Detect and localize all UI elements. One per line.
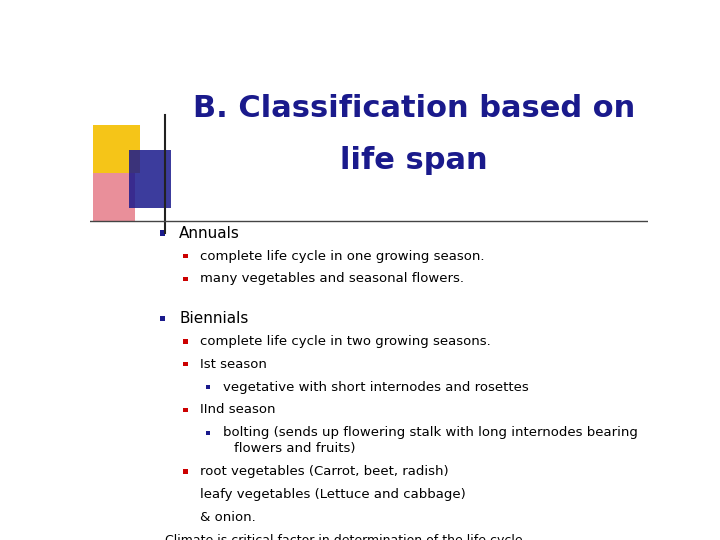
Text: flowers and fruits): flowers and fruits) [234, 442, 356, 455]
FancyBboxPatch shape [183, 362, 188, 367]
FancyBboxPatch shape [183, 339, 188, 343]
Text: & onion.: & onion. [200, 511, 256, 524]
Text: Biennials: Biennials [179, 311, 248, 326]
FancyBboxPatch shape [183, 492, 188, 497]
FancyBboxPatch shape [206, 385, 210, 389]
FancyBboxPatch shape [206, 431, 210, 435]
Text: root vegetables (Carrot, beet, radish): root vegetables (Carrot, beet, radish) [200, 465, 449, 478]
FancyBboxPatch shape [183, 254, 188, 258]
FancyBboxPatch shape [93, 173, 135, 221]
Text: IInd season: IInd season [200, 403, 276, 416]
Text: Climate is critical factor in determination of the life cycle: Climate is critical factor in determinat… [166, 534, 523, 540]
Text: leafy vegetables (Lettuce and cabbage): leafy vegetables (Lettuce and cabbage) [200, 488, 467, 501]
FancyBboxPatch shape [93, 125, 140, 173]
Text: Ist season: Ist season [200, 357, 267, 370]
Text: complete life cycle in one growing season.: complete life cycle in one growing seaso… [200, 249, 485, 262]
FancyBboxPatch shape [160, 231, 166, 236]
FancyBboxPatch shape [129, 150, 171, 208]
FancyBboxPatch shape [160, 316, 166, 321]
Text: complete life cycle in two growing seasons.: complete life cycle in two growing seaso… [200, 335, 491, 348]
Text: B. Classification based on: B. Classification based on [192, 94, 635, 123]
Text: many vegetables and seasonal flowers.: many vegetables and seasonal flowers. [200, 273, 464, 286]
FancyBboxPatch shape [183, 408, 188, 412]
Text: life span: life span [340, 146, 487, 175]
Text: Annuals: Annuals [179, 226, 240, 241]
FancyBboxPatch shape [183, 515, 188, 519]
Text: vegetative with short internodes and rosettes: vegetative with short internodes and ros… [222, 381, 528, 394]
Text: bolting (sends up flowering stalk with long internodes bearing: bolting (sends up flowering stalk with l… [222, 426, 638, 439]
FancyBboxPatch shape [183, 469, 188, 474]
FancyBboxPatch shape [183, 276, 188, 281]
